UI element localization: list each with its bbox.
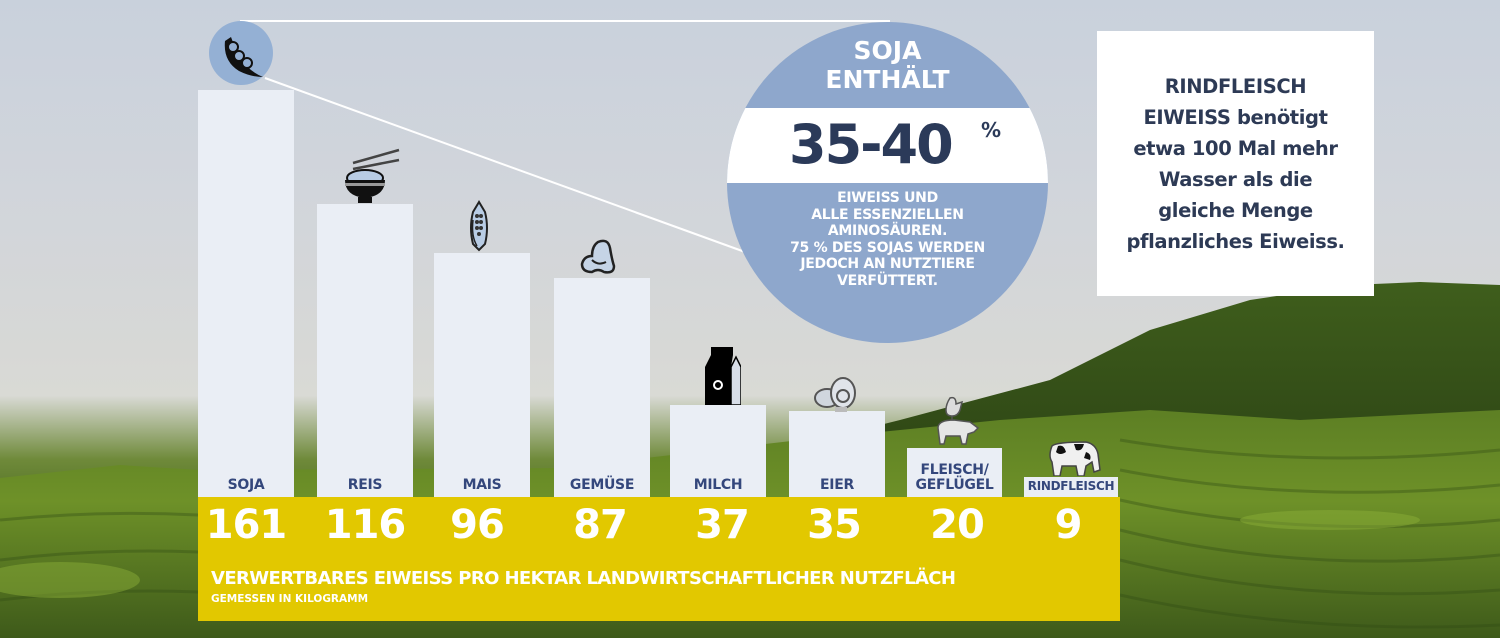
value-mais: 96 — [450, 502, 505, 548]
eggs-icon — [814, 377, 856, 412]
rice-bowl-icon — [345, 148, 400, 203]
bar-label: RINDFLEISCH — [1027, 479, 1115, 493]
info-text: RINDFLEISCH EIWEISS benötigt etwa 100 Ma… — [1126, 74, 1345, 253]
chart-subtitle: GEMESSEN IN KILOGRAMM — [211, 593, 369, 605]
bar-mais: MAIS — [434, 253, 530, 497]
rindfleisch-info-box: RINDFLEISCH EIWEISS benötigt etwa 100 Ma… — [1097, 31, 1374, 296]
value-milch: 37 — [695, 502, 750, 548]
bar-label: EIER — [820, 477, 854, 493]
bean-icon — [580, 239, 616, 274]
callout-percent-sign: % — [981, 118, 1002, 142]
soja-callout-circle: SOJA ENTHÄLT 35-40 % EIWEISS UND ALLE ES… — [727, 22, 1048, 343]
bar-fleisch-gefluegel: FLEISCH/ GEFLÜGEL — [907, 448, 1002, 497]
value-reis: 116 — [324, 502, 407, 548]
bar-milch: MILCH — [670, 405, 766, 497]
bar-soja: SOJA — [198, 90, 294, 497]
bar-label: MILCH — [693, 477, 743, 493]
cow-icon — [1049, 441, 1101, 476]
value-gemuese: 87 — [573, 502, 628, 548]
callout-white-band — [727, 108, 1048, 183]
bar-label: SOJA — [227, 477, 265, 493]
bar-reis: REIS — [317, 204, 413, 497]
milk-carton-icon — [705, 347, 741, 405]
bar-label: MAIS — [462, 477, 502, 493]
soybean-pod-icon — [209, 21, 273, 85]
values-panel — [198, 497, 1120, 621]
callout-percentage: 35-40 — [789, 113, 954, 176]
bar-label: FLEISCH/ GEFLÜGEL — [915, 462, 994, 493]
value-eier: 35 — [807, 502, 862, 548]
bar-rindfleisch: RINDFLEISCH — [1024, 477, 1118, 497]
callout-body: EIWEISS UND ALLE ESSENZIELLEN AMINOSÄURE… — [790, 190, 985, 289]
chart-title: VERWERTBARES EIWEISS PRO HEKTAR LANDWIRT… — [211, 568, 956, 589]
bar-gemuese: GEMÜSE — [554, 278, 650, 497]
bar-label: REIS — [347, 477, 383, 493]
bar-label: GEMÜSE — [569, 477, 635, 493]
callout-heading: SOJA ENTHÄLT — [825, 36, 950, 94]
bar-eier: EIER — [789, 411, 885, 497]
value-fleisch-gefluegel: 20 — [930, 502, 985, 548]
pig-chicken-icon — [937, 396, 980, 445]
value-soja: 161 — [205, 502, 288, 548]
corn-icon — [470, 200, 488, 252]
value-rindfleisch: 9 — [1054, 502, 1083, 548]
